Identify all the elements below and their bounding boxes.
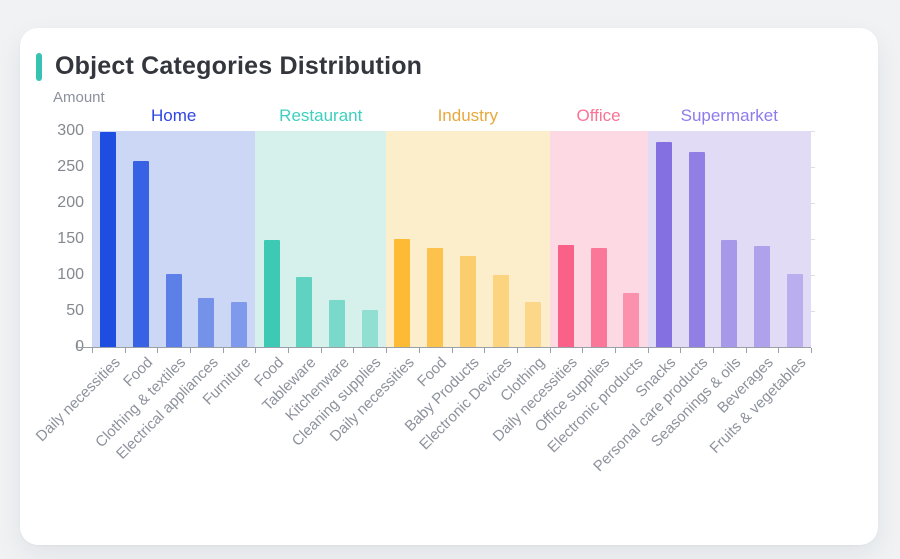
chart-card: Object Categories Distribution Amount Ho… (20, 28, 878, 545)
right-axis-tick (811, 275, 815, 276)
group-label-industry: Industry (437, 106, 499, 125)
x-axis-tick (190, 348, 192, 353)
right-axis-tick (811, 131, 815, 132)
y-tick-label: 150 (57, 230, 84, 247)
y-tick-label: 0 (38, 338, 84, 356)
bar-clothing-textiles[interactable] (165, 273, 182, 347)
bar-daily-necessities[interactable] (394, 239, 411, 347)
y-tick-label: 100 (57, 266, 84, 283)
right-axis-tick (811, 167, 815, 168)
bar-office-supplies[interactable] (590, 247, 607, 347)
bar-clothing[interactable] (525, 301, 542, 347)
x-axis-tick (124, 348, 126, 353)
chart: Home Restaurant Industry Office Supermarket 0… (20, 28, 878, 545)
x-axis-tick (647, 348, 649, 353)
bar-food[interactable] (427, 247, 444, 347)
x-axis-tick (288, 348, 290, 353)
x-axis-tick (712, 348, 714, 353)
group-label-home: Home (151, 106, 197, 125)
x-axis-tick (745, 348, 747, 353)
x-axis-tick (418, 348, 420, 353)
bar-personal-care-products[interactable] (688, 151, 705, 347)
x-axis-tick (157, 348, 159, 353)
bar-seasonings-oils[interactable] (721, 240, 738, 347)
bar-baby-products[interactable] (459, 256, 476, 347)
y-tick-label: 200 (57, 194, 84, 211)
x-axis-tick (92, 348, 93, 353)
bar-electronic-products[interactable] (623, 293, 640, 347)
bar-food[interactable] (263, 240, 280, 347)
x-axis-line (77, 347, 811, 348)
x-axis-tick (451, 348, 453, 353)
y-tick-label: 300 (57, 122, 84, 139)
x-axis-tick (811, 348, 812, 353)
x-axis-tick (549, 348, 551, 353)
right-axis-tick (811, 311, 815, 312)
group-label-office: Office (576, 106, 621, 125)
bar-kitchenware[interactable] (329, 300, 346, 347)
x-axis-tick (680, 348, 682, 353)
bar-electrical-appliances[interactable] (198, 298, 215, 347)
x-axis-tick (255, 348, 257, 353)
bar-furniture[interactable] (231, 301, 248, 347)
x-axis-tick (320, 348, 322, 353)
x-axis-tick (614, 348, 616, 353)
bar-tableware[interactable] (296, 277, 313, 347)
bar-electronic-devices[interactable] (492, 275, 509, 347)
x-axis-tick (516, 348, 518, 353)
title-accent-bar (36, 52, 42, 81)
group-label-supermarket: Supermarket (680, 106, 778, 125)
card-header: Object Categories Distribution (36, 52, 422, 81)
x-axis-tick (222, 348, 224, 353)
bar-daily-necessities[interactable] (100, 132, 117, 347)
x-axis-tick (778, 348, 780, 353)
bar-beverages[interactable] (753, 246, 770, 347)
axis-start-tick (77, 342, 78, 347)
y-tick-label: 250 (57, 158, 84, 175)
x-axis-tick (582, 348, 584, 353)
page-title: Object Categories Distribution (55, 52, 423, 80)
right-axis-tick (811, 203, 815, 204)
bar-fruits-vegetables[interactable] (786, 274, 803, 347)
y-tick-label: 50 (66, 302, 84, 319)
x-axis-tick (353, 348, 355, 353)
x-axis-tick (484, 348, 486, 353)
bar-cleaning-supplies[interactable] (361, 309, 378, 347)
right-axis-tick (811, 239, 815, 240)
bar-daily-necessities[interactable] (557, 244, 574, 347)
x-axis-tick (386, 348, 388, 353)
bar-food[interactable] (133, 161, 150, 347)
bar-snacks[interactable] (655, 141, 672, 347)
group-label-restaurant: Restaurant (279, 106, 363, 125)
y-axis-title: Amount (53, 89, 105, 106)
